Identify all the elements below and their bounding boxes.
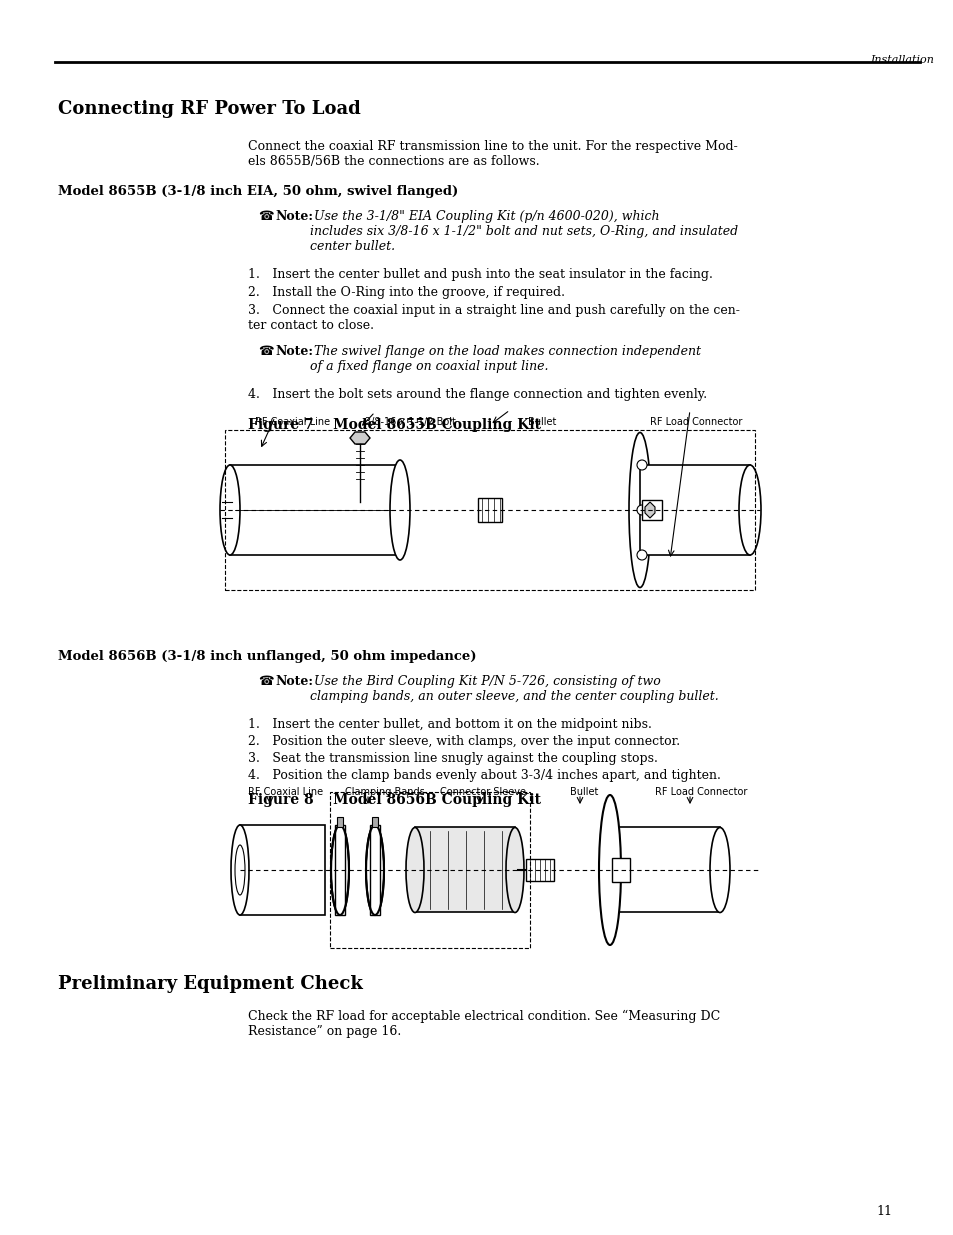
Bar	[609, 827, 720, 911]
Text: Connecting RF Power To Load: Connecting RF Power To Load	[58, 100, 360, 119]
Text: Note:: Note:	[274, 345, 313, 358]
Text: RF Load Connector: RF Load Connector	[655, 787, 746, 797]
Ellipse shape	[628, 432, 650, 588]
Text: Bullet: Bullet	[527, 417, 556, 427]
Text: Connect the coaxial RF transmission line to the unit. For the respective Mod-
el: Connect the coaxial RF transmission line…	[248, 140, 737, 168]
Text: Clamping Bands: Clamping Bands	[345, 787, 424, 797]
Text: ☎: ☎	[257, 676, 274, 688]
Text: 1. Insert the center bullet, and bottom it on the midpoint nibs.: 1. Insert the center bullet, and bottom …	[248, 718, 651, 731]
Ellipse shape	[231, 825, 249, 915]
Bar	[330, 792, 530, 948]
Bar	[335, 825, 345, 915]
Text: 2. Install the O-Ring into the groove, if required.: 2. Install the O-Ring into the groove, i…	[248, 287, 564, 299]
Bar	[336, 818, 343, 827]
Circle shape	[637, 505, 646, 515]
Text: Installation: Installation	[869, 56, 933, 65]
Text: Figure 8    Model 8656B Coupling Kit: Figure 8 Model 8656B Coupling Kit	[248, 793, 540, 806]
Ellipse shape	[598, 795, 620, 945]
Text: 11: 11	[875, 1205, 891, 1218]
Text: 4. Position the clamp bands evenly about 3-3/4 inches apart, and tighten.: 4. Position the clamp bands evenly about…	[248, 769, 720, 782]
Bar	[240, 825, 325, 915]
Text: Note:: Note:	[274, 676, 313, 688]
Circle shape	[637, 550, 646, 559]
Text: Preliminary Equipment Check: Preliminary Equipment Check	[58, 974, 362, 993]
Circle shape	[637, 459, 646, 471]
Text: The swivel flange on the load makes connection independent
of a fixed flange on : The swivel flange on the load makes conn…	[310, 345, 700, 373]
Text: 3. Connect the coaxial input in a straight line and push carefully on the cen-
t: 3. Connect the coaxial input in a straig…	[248, 304, 740, 332]
Ellipse shape	[406, 827, 423, 913]
Text: 3. Seat the transmission line snugly against the coupling stops.: 3. Seat the transmission line snugly aga…	[248, 752, 658, 764]
Text: Connector Sleeve: Connector Sleeve	[439, 787, 525, 797]
Bar	[415, 827, 515, 911]
Polygon shape	[644, 501, 655, 517]
Bar	[639, 466, 749, 555]
Text: Use the Bird Coupling Kit P/N 5-726, consisting of two
clamping bands, an outer : Use the Bird Coupling Kit P/N 5-726, con…	[310, 676, 718, 703]
Ellipse shape	[505, 827, 523, 913]
Bar	[225, 430, 754, 590]
Ellipse shape	[739, 466, 760, 555]
Text: ☎: ☎	[257, 345, 274, 358]
Ellipse shape	[599, 827, 619, 913]
Text: Model 8655B (3-1/8 inch EIA, 50 ohm, swivel flanged): Model 8655B (3-1/8 inch EIA, 50 ohm, swi…	[58, 185, 457, 198]
Ellipse shape	[234, 845, 245, 895]
Bar	[477, 498, 501, 522]
Text: 1. Insert the center bullet and push into the seat insulator in the facing.: 1. Insert the center bullet and push int…	[248, 268, 712, 282]
Polygon shape	[350, 432, 370, 445]
Bar	[230, 466, 399, 555]
Bar	[372, 818, 377, 827]
Text: 3/8-16 x 1-1/2 Bolt: 3/8-16 x 1-1/2 Bolt	[365, 417, 456, 427]
Text: 2. Position the outer sleeve, with clamps, over the input connector.: 2. Position the outer sleeve, with clamp…	[248, 735, 679, 748]
Text: ☎: ☎	[257, 210, 274, 224]
Bar	[370, 825, 379, 915]
Ellipse shape	[709, 827, 729, 913]
Text: Use the 3-1/8" EIA Coupling Kit (p/n 4600-020), which
includes six 3/8-16 x 1-1/: Use the 3-1/8" EIA Coupling Kit (p/n 460…	[310, 210, 738, 253]
Text: Model 8656B (3-1/8 inch unflanged, 50 ohm impedance): Model 8656B (3-1/8 inch unflanged, 50 oh…	[58, 650, 476, 663]
Text: 4. Insert the bolt sets around the flange connection and tighten evenly.: 4. Insert the bolt sets around the flang…	[248, 388, 706, 401]
Text: Note:: Note:	[274, 210, 313, 224]
Text: Check the RF load for acceptable electrical condition. See “Measuring DC
Resista: Check the RF load for acceptable electri…	[248, 1010, 720, 1039]
Ellipse shape	[390, 459, 410, 559]
Text: RF Load Connector: RF Load Connector	[649, 417, 741, 427]
Bar	[641, 500, 661, 520]
Bar	[612, 858, 629, 882]
Text: RF Coaxial Line: RF Coaxial Line	[248, 787, 323, 797]
Text: Bullet: Bullet	[569, 787, 598, 797]
Text: Figure 7    Model 8655B Coupling Kit: Figure 7 Model 8655B Coupling Kit	[248, 417, 540, 432]
Text: RF Coaxial Line: RF Coaxial Line	[254, 417, 330, 427]
Bar	[525, 860, 554, 881]
Ellipse shape	[220, 466, 240, 555]
